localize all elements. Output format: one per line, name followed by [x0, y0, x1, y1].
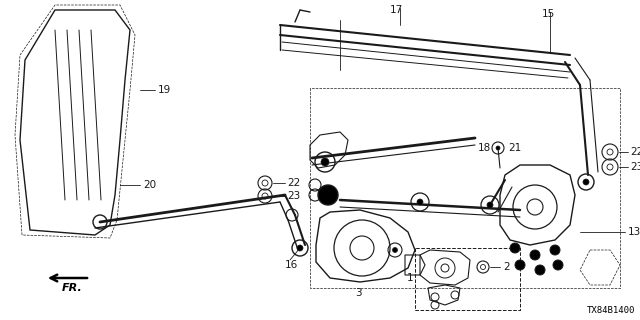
Circle shape [535, 265, 545, 275]
Circle shape [553, 260, 563, 270]
Text: 1: 1 [406, 273, 413, 283]
Text: 16: 16 [285, 260, 298, 270]
Circle shape [530, 250, 540, 260]
Circle shape [510, 243, 520, 253]
Text: 2: 2 [503, 262, 509, 272]
Text: TX84B1400: TX84B1400 [587, 306, 635, 315]
Circle shape [496, 146, 500, 150]
Circle shape [583, 179, 589, 185]
Text: 13: 13 [628, 227, 640, 237]
Text: 18: 18 [478, 143, 492, 153]
Text: FR.: FR. [61, 283, 83, 293]
Circle shape [417, 199, 423, 205]
Circle shape [392, 247, 397, 252]
Text: 20: 20 [143, 180, 156, 190]
Text: 17: 17 [389, 5, 403, 15]
Circle shape [550, 245, 560, 255]
Text: 22: 22 [630, 147, 640, 157]
Circle shape [487, 202, 493, 208]
Circle shape [515, 260, 525, 270]
Text: 19: 19 [158, 85, 172, 95]
Text: 15: 15 [541, 9, 555, 19]
Text: 3: 3 [355, 288, 362, 298]
Circle shape [297, 245, 303, 251]
Text: 22: 22 [287, 178, 300, 188]
Text: 21: 21 [508, 143, 521, 153]
Text: 23: 23 [630, 162, 640, 172]
Circle shape [321, 158, 329, 166]
Circle shape [318, 185, 338, 205]
Text: 23: 23 [287, 191, 300, 201]
